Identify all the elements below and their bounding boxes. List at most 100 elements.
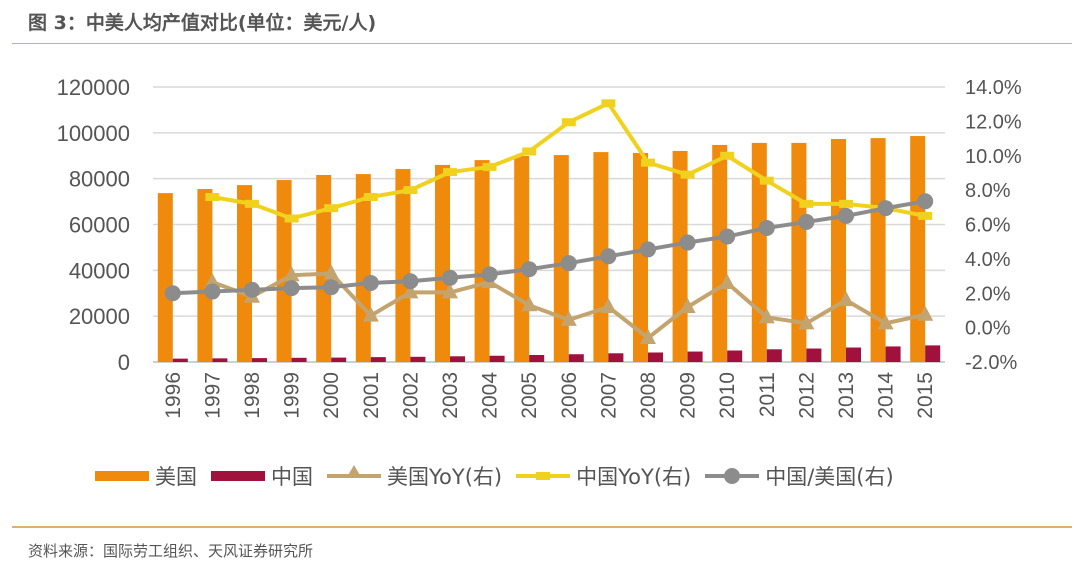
ratio-point [244,281,260,298]
bar-usa [553,155,569,362]
x-tick-label: 2006 [558,372,581,419]
china-yoy-point [641,158,655,167]
bar-usa [831,139,846,362]
right-tick-label: 8.0% [965,180,1011,202]
right-tick-label: 0.0% [965,318,1011,340]
china-yoy-point [363,193,378,201]
left-tick-label: 0 [118,350,130,375]
china-yoy-point [918,211,933,220]
x-tick-label: 2007 [597,372,620,419]
x-tick-label: 2015 [914,372,937,419]
legend-usa-yoy: 美国YoY(右) [327,461,502,491]
bar-usa [276,180,292,362]
x-tick-label: 2004 [479,372,502,419]
usa-yoy-point [798,314,815,330]
ratio-point [442,269,458,286]
ratio-point [204,283,221,300]
x-tick-label: 1999 [281,372,304,419]
ratio-point [640,241,656,258]
legend-swatch-usa [95,471,149,481]
x-tick-label: 2000 [320,372,343,419]
bar-usa [395,169,411,362]
usa-yoy-point [719,273,736,289]
legend-swatch-china-yoy [516,472,571,480]
china-yoy-point [324,204,339,213]
china-yoy-point [482,162,497,171]
x-tick-label: 2001 [360,372,383,419]
bar-usa [237,185,252,362]
legend-china: 中国 [211,461,313,491]
usa-yoy-point [362,306,379,322]
right-tick-label: 14.0% [965,77,1022,99]
x-tick-label: 2008 [637,372,660,419]
ratio-point [600,248,617,265]
bar-china [687,351,703,362]
x-tick-label: 2003 [439,372,462,419]
china-yoy-point [205,193,220,201]
china-yoy-point [245,199,259,208]
bar-china [252,358,267,362]
bar-usa [197,188,213,362]
usa-yoy-point [402,283,419,299]
bar-china [568,354,584,362]
x-tick-label: 2010 [716,372,739,419]
ratio-point [798,213,815,230]
usa-yoy-point [442,283,458,299]
ratio-point [877,200,894,217]
china-yoy-point [601,99,616,108]
legend-swatch-ratio [705,468,760,484]
bar-usa [157,193,173,362]
right-tick-label: 6.0% [965,215,1011,237]
china-yoy-point [443,168,457,177]
left-tick-label: 20000 [69,304,130,329]
right-tick-label: 12.0% [965,111,1022,133]
usa-yoy-point [877,314,894,330]
legend-china-yoy: 中国YoY(右) [516,461,691,491]
bar-china [529,354,545,362]
right-tick-label: 2.0% [965,283,1011,305]
bar-usa [633,153,648,362]
china-yoy-point [561,118,576,127]
bar-china [370,357,386,362]
ratio-point [323,279,340,296]
bar-usa [435,164,450,362]
legend-label: 美国YoY(右) [387,465,503,489]
bar-usa [712,144,728,362]
left-tick-label: 40000 [69,258,130,283]
bar-china [212,358,228,362]
ratio-point [838,207,854,224]
ratio-point [560,255,577,272]
usa-yoy-point [679,298,696,313]
usa-yoy-point [283,266,300,282]
ratio-point [164,285,181,302]
usa-yoy-point [521,296,538,312]
x-tick-label: 2014 [875,372,898,419]
legend-swatch-usa-yoy [327,465,381,478]
left-tick-label: 120000 [57,75,130,100]
usa-yoy-point [600,298,617,313]
bar-china [806,348,822,362]
right-tick-label: -2.0% [965,352,1017,374]
bar-usa [870,138,886,362]
ratio-point [402,273,419,290]
title-divider [12,43,1072,44]
bar-china [489,355,505,362]
triangle-marker-icon [347,465,361,477]
bar-usa [514,155,530,362]
bar-china [766,349,782,362]
bar-china [846,347,861,362]
x-tick-label: 1998 [241,372,264,419]
usa-yoy-point [758,308,775,324]
bar-usa [910,136,926,362]
china-yoy-point [522,147,537,156]
legend-label: 中国YoY(右) [576,465,692,489]
footer-divider [12,526,1072,528]
china-yoy-point [403,186,418,195]
usa-yoy-point [640,328,656,344]
legend-swatch-china [211,471,265,481]
circle-marker-icon [724,468,741,484]
ratio-point [521,261,538,278]
china-yoy-point [680,170,695,179]
bar-china [331,357,347,362]
x-tick-label: 1996 [162,372,185,419]
